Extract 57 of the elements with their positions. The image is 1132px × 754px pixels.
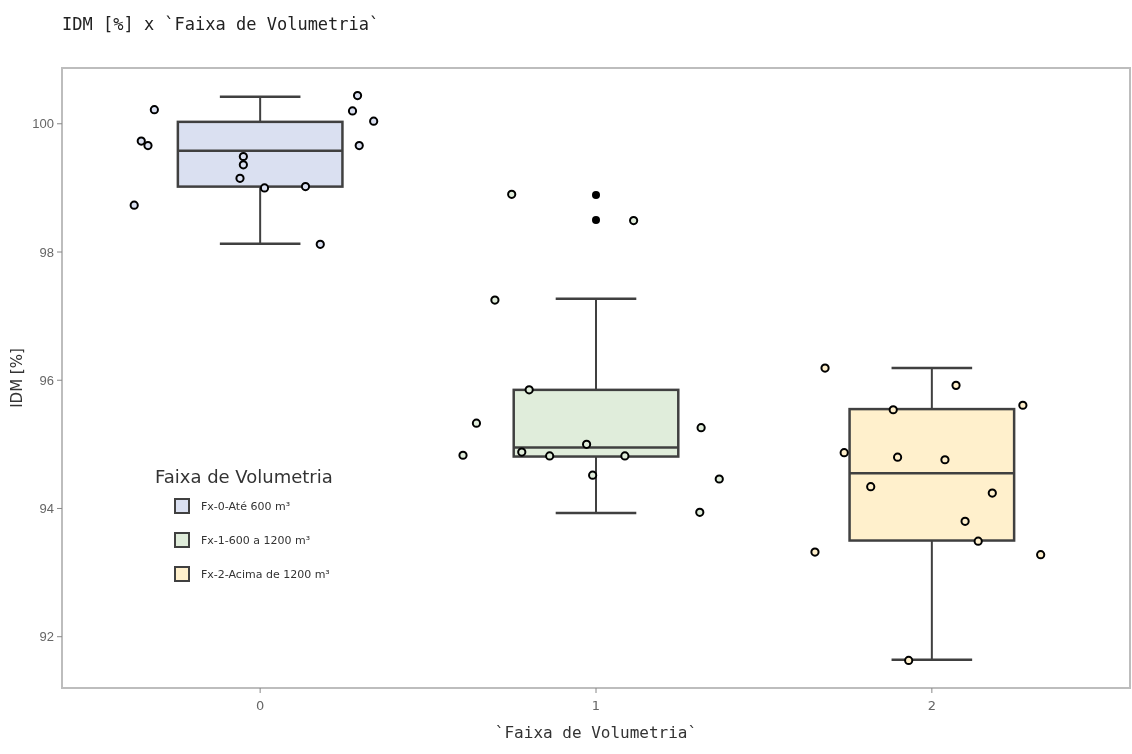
legend-label: Fx-2-Acima de 1200 m³ [201,568,330,581]
point [888,405,898,415]
point [629,216,639,226]
point [315,239,325,249]
point [695,507,705,517]
point [238,160,248,170]
point [235,173,245,183]
legend-label: Fx-1-600 a 1200 m³ [201,534,311,547]
point [960,516,970,526]
point [524,385,534,395]
point [810,547,820,557]
point [866,482,876,492]
y-tick-label: 96 [39,372,54,388]
point [582,439,592,449]
point [354,140,364,151]
x-tick-label: 1 [591,698,601,713]
point [238,151,248,162]
y-tick-label: 92 [39,629,54,645]
point [1018,400,1028,410]
x-tick-label: 2 [927,698,936,713]
legend-title: Faixa de Volumetria [155,466,333,487]
chart-title: IDM [%] x `Faixa de Volumetria` [62,14,380,34]
point [490,295,500,305]
x-axis-title: `Faixa de Volumetria` [494,723,698,742]
point [1036,550,1046,560]
point [507,189,517,199]
point [588,470,598,480]
point [471,418,482,428]
point [951,380,961,390]
point [352,90,363,101]
point [973,536,983,546]
point [259,183,270,193]
point [620,451,630,461]
point [149,105,159,115]
point [892,452,903,462]
point [820,363,830,373]
point [143,140,153,151]
point [300,182,311,192]
legend-label: Fx-0-Até 600 m³ [201,500,291,513]
point [136,136,146,146]
point [545,451,555,461]
point [458,450,468,460]
point [714,474,724,484]
y-tick-label: 94 [39,501,54,517]
point [696,423,706,433]
y-tick-label: 98 [39,244,54,260]
y-tick-label: 100 [32,116,54,132]
point [347,106,358,116]
point [839,448,849,458]
x-tick-label: 0 [256,698,265,713]
point [987,488,997,498]
point [904,655,914,666]
point [369,116,379,126]
point [940,455,950,465]
point [129,200,139,210]
y-axis-title: IDM [%] [8,348,26,408]
point [517,447,527,457]
